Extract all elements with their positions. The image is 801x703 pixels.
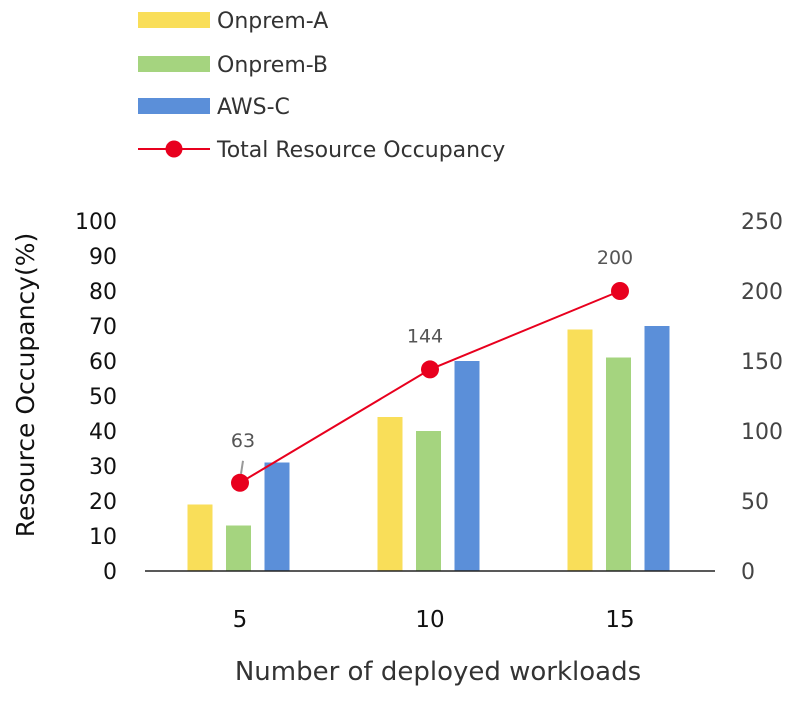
bar-onprem-b <box>416 431 441 571</box>
y2-tick-label: 100 <box>741 420 783 445</box>
total-line: 63 144 200 <box>231 247 633 492</box>
y2-tick-label: 200 <box>741 280 783 305</box>
legend-label: Onprem-B <box>217 53 328 78</box>
total-point <box>231 473 249 492</box>
y-tick-label: 50 <box>89 385 117 410</box>
data-label: 144 <box>407 325 443 347</box>
data-label: 200 <box>597 247 633 269</box>
legend-label: Onprem-A <box>217 9 328 34</box>
x-tick-label: 15 <box>605 607 634 633</box>
y2-tick-label: 0 <box>741 560 755 585</box>
legend-label: Total Resource Occupancy <box>216 138 505 163</box>
legend-marker <box>165 140 183 158</box>
legend: Onprem-A Onprem-B AWS-C Total Resource Occu… <box>138 9 505 163</box>
bar-onprem-a <box>377 417 403 571</box>
bars <box>187 326 670 571</box>
y-axis-label: Resource Occupancy(%) <box>11 233 40 537</box>
y-tick-label: 100 <box>75 210 117 235</box>
x-tick-label: 10 <box>415 607 444 633</box>
bar-aws-c <box>264 462 290 571</box>
x-tick-label: 5 <box>233 607 248 633</box>
x-axis-label: Number of deployed workloads <box>235 657 641 687</box>
legend-swatch <box>138 56 210 72</box>
y-tick-label: 70 <box>89 315 117 340</box>
y-axis-left: 0 10 20 30 40 50 60 70 80 90 100 <box>75 210 117 585</box>
bar-aws-c <box>644 326 670 571</box>
y-tick-label: 0 <box>103 560 117 585</box>
data-label-leader <box>240 460 244 474</box>
legend-swatch <box>138 98 210 114</box>
total-point <box>421 360 439 379</box>
y2-tick-label: 50 <box>741 490 769 515</box>
y2-tick-label: 150 <box>741 350 783 375</box>
x-axis: 5 10 15 <box>233 607 635 633</box>
y-axis-right: 0 50 100 150 200 250 <box>741 210 783 585</box>
y-tick-label: 90 <box>89 245 117 270</box>
bar-aws-c <box>454 361 480 571</box>
legend-swatch <box>138 12 210 28</box>
bar-onprem-a <box>567 329 593 571</box>
bar-onprem-a <box>187 504 213 571</box>
y2-tick-label: 250 <box>741 210 783 235</box>
data-label: 63 <box>231 430 255 452</box>
bar-onprem-b <box>226 525 251 571</box>
bar-onprem-b <box>606 357 631 571</box>
y-tick-label: 20 <box>89 490 117 515</box>
y-tick-label: 40 <box>89 420 117 445</box>
y-tick-label: 60 <box>89 350 117 375</box>
legend-label: AWS-C <box>217 95 290 120</box>
y-tick-label: 10 <box>89 525 117 550</box>
y-tick-label: 80 <box>89 280 117 305</box>
y-tick-label: 30 <box>89 455 117 480</box>
total-point <box>611 282 629 300</box>
